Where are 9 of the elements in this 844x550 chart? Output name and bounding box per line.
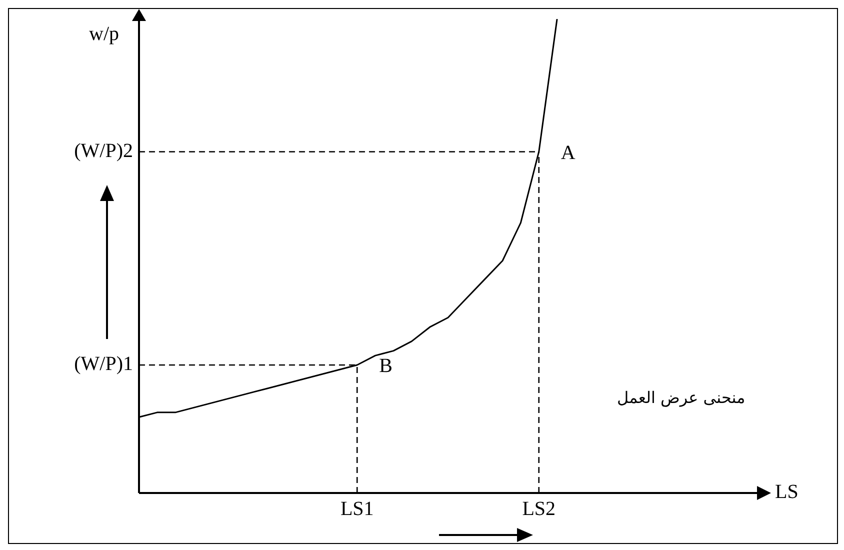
annotation: منحنى عرض العمل <box>617 388 746 407</box>
ref-line-label: (W/P)2 <box>74 140 133 163</box>
annotation: B <box>379 355 392 378</box>
ref-line-label: (W/P)1 <box>74 353 133 376</box>
x-tick-label: LS2 <box>522 498 556 520</box>
x-axis-title: LS <box>775 481 798 504</box>
annotation: A <box>560 142 576 164</box>
x-tick-label: LS1 <box>340 498 374 520</box>
y-axis-title: w/p <box>89 23 119 46</box>
